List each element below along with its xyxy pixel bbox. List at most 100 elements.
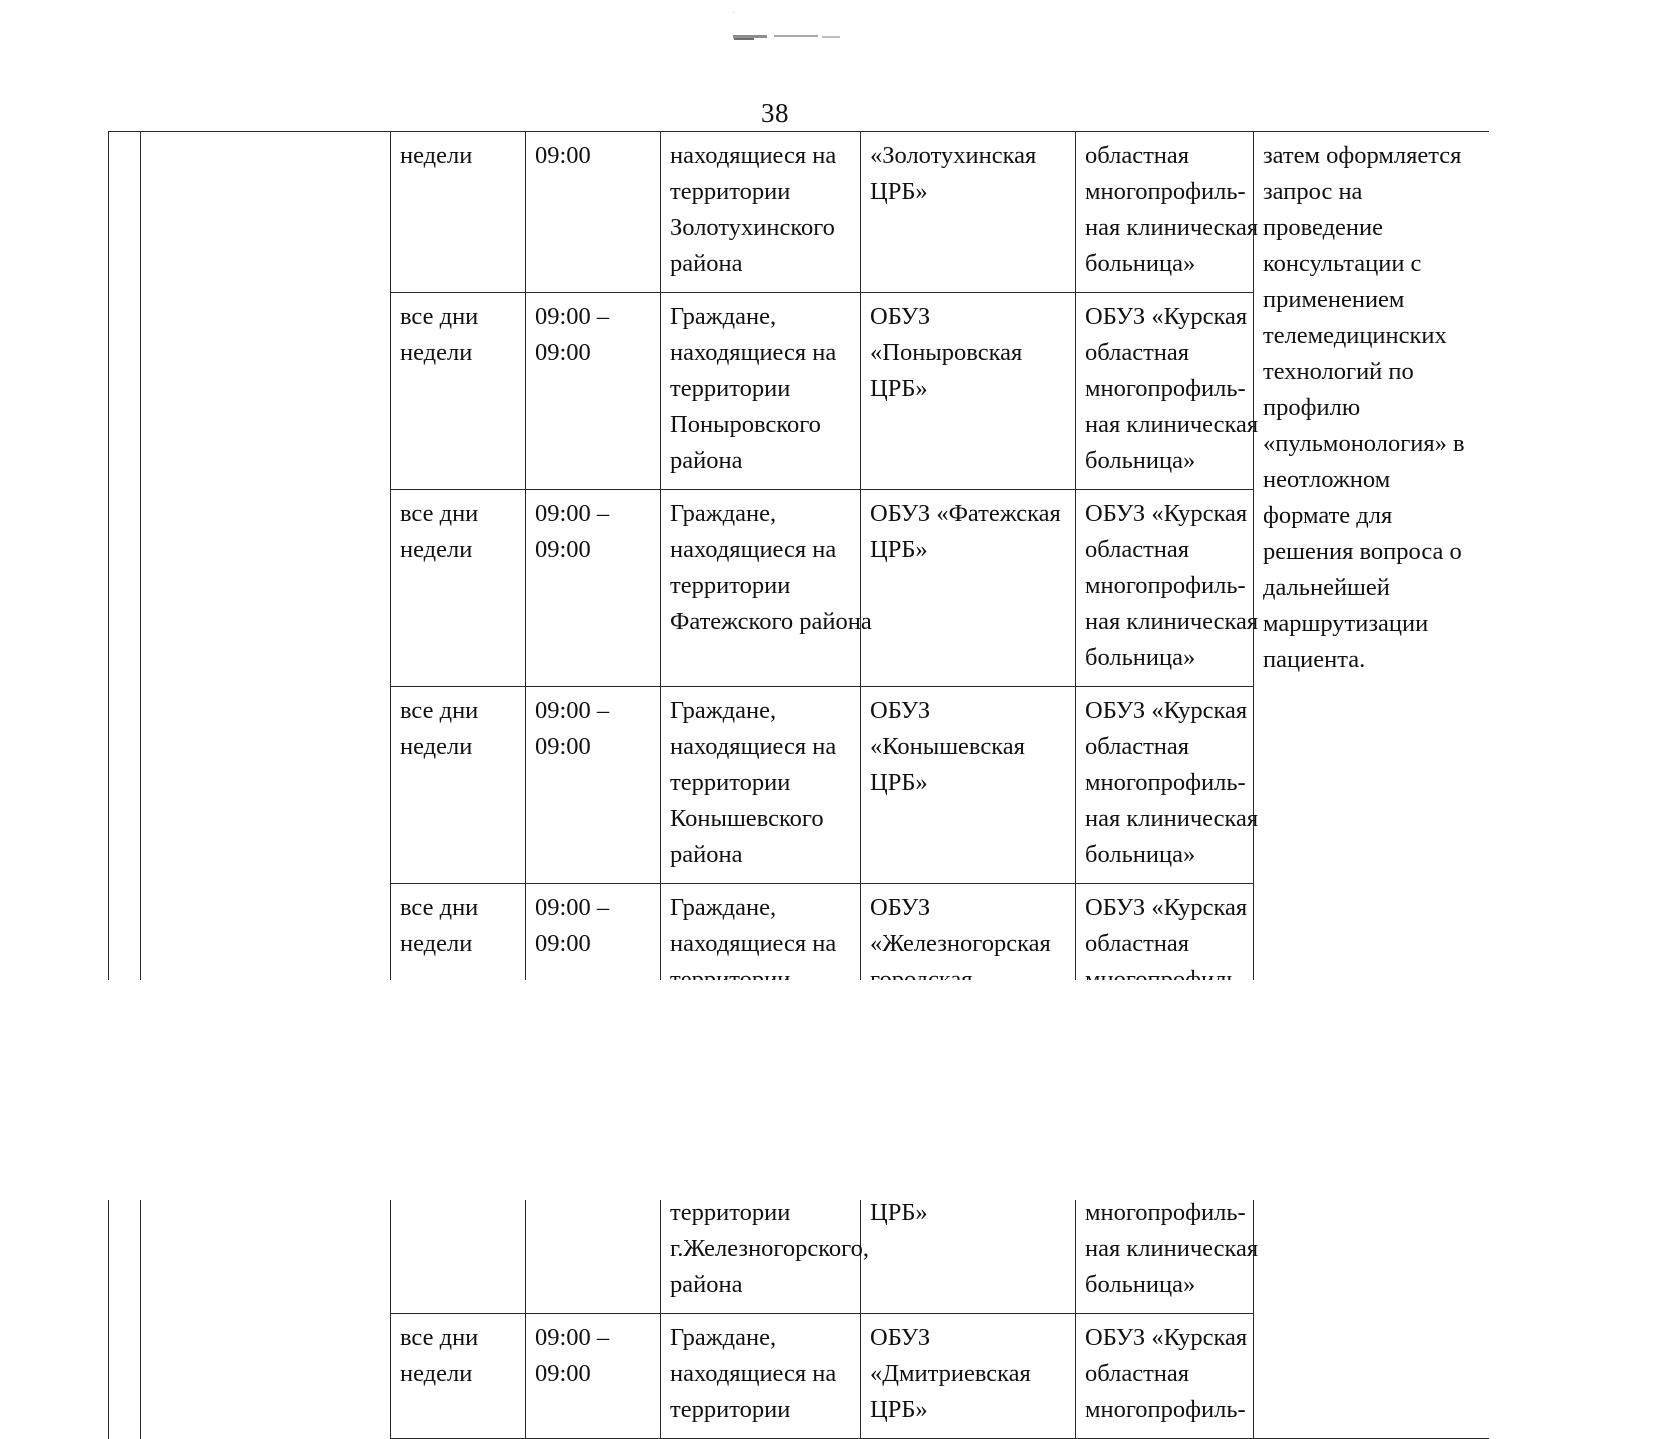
scan-smudge-icon (774, 35, 818, 37)
cell-line: ОБУЗ «Курская (1085, 1324, 1248, 1351)
cell-line: территории (670, 572, 791, 599)
cell-line: телемедицинских (1263, 322, 1447, 349)
spacer-column-left (108, 131, 141, 293)
cell-line: Фатежского района (670, 608, 872, 635)
cell-patient-group: Граждане, находящиеся на территории (660, 1313, 861, 1439)
cell-line: территории (670, 1396, 791, 1423)
cell-line: ная клиническая (1085, 805, 1259, 832)
spacer-column-left (108, 686, 141, 884)
cell-line: Граждане, (670, 1324, 777, 1351)
cell-days: недели (390, 131, 526, 293)
cell-consulting-organization: ОБУЗ «Курская областная многопрофиль- (1075, 1313, 1254, 1439)
cell-line: района (670, 841, 743, 868)
table-row: все дни недели 09:00 – 09:00 Граждане, находя… (108, 686, 1489, 884)
cell-time: 09:00 (525, 131, 661, 293)
cell-line: Золотухинского (670, 214, 835, 241)
table-row: все дни недели 09:00 – 09:00 Граждане, находя… (108, 489, 1489, 687)
cell-line: ЦРБ» (870, 178, 928, 205)
cell-line: Граждане, (670, 894, 777, 921)
cell-line: ная клиническая (1085, 608, 1259, 635)
cell-line: многопрофиль- (1085, 769, 1246, 796)
cell-line: территории (670, 1199, 791, 1226)
cell-line: г.Железногорского, (670, 1235, 869, 1262)
cell-consulting-organization: областная многопрофиль-ная клиническая бол… (1075, 131, 1259, 293)
cell-line: недели (400, 339, 473, 366)
cell-consulting-organization: ОБУЗ «Курская областная многопрофиль-ная к… (1075, 292, 1259, 490)
cell-days: все дни недели (390, 292, 526, 490)
cell-line: территории (670, 178, 791, 205)
cell-line: «Дмитриевская (870, 1360, 1031, 1387)
spacer-column-left (108, 489, 141, 687)
table-row: недели 09:00 находящиеся на территории Золот… (108, 131, 1489, 1439)
cell-line: ОБУЗ (870, 894, 931, 921)
schedule-table-body: недели 09:00 находящиеся на территории Золот… (108, 131, 1489, 1439)
cell-referring-organization: «Золотухинская ЦРБ» (860, 131, 1076, 293)
cell-line: ОБУЗ (870, 303, 931, 330)
cell-line: 09:00 (535, 1360, 591, 1387)
page-number: 38 (761, 98, 789, 128)
cell-referring-organization: ОБУЗ «Фатежская ЦРБ» (860, 489, 1076, 687)
cell-line: ОБУЗ «Курская (1085, 500, 1248, 527)
cell-line: недели (400, 536, 473, 563)
cell-line: все дни (400, 894, 479, 921)
cell-procedure-note: затем оформляется запрос на проведение конс… (1253, 131, 1489, 1439)
cell-line: находящиеся на (670, 536, 837, 563)
cell-line: 09:00 (535, 930, 591, 957)
spacer-column-wide (140, 292, 391, 490)
spacer-column-wide (140, 686, 391, 884)
page-bottom-clip (0, 980, 1675, 1200)
cell-line: пациента. (1263, 646, 1366, 673)
cell-line: недели (400, 1360, 473, 1387)
cell-line: областная (1085, 536, 1190, 563)
cell-line: ная клиническая (1085, 411, 1259, 438)
spacer-column-wide (140, 131, 391, 293)
cell-line: ОБУЗ «Курская (1085, 894, 1248, 921)
cell-line: недели (400, 733, 473, 760)
cell-line: все дни (400, 500, 479, 527)
cell-line: все дни (400, 303, 479, 330)
cell-line: ная клиническая (1085, 214, 1259, 241)
cell-line: ЦРБ» (870, 375, 928, 402)
cell-line: 09:00 – (535, 697, 610, 724)
cell-line: ОБУЗ «Фатежская (870, 500, 1061, 527)
cell-line: многопрофиль- (1085, 375, 1246, 402)
cell-line: 09:00 (535, 536, 591, 563)
cell-line: неотложном (1263, 466, 1391, 493)
cell-line: находящиеся на (670, 930, 837, 957)
cell-referring-organization: ОБУЗ «Дмитриевская ЦРБ» (860, 1313, 1076, 1439)
spacer-column-wide (140, 489, 391, 687)
schedule-table: недели 09:00 находящиеся на территории Золот… (108, 131, 1489, 1439)
cell-line: ЦРБ» (870, 1396, 928, 1423)
cell-line: «Железногорская (870, 930, 1051, 957)
cell-days: все дни недели (390, 489, 526, 687)
scan-smudge-icon (822, 36, 840, 38)
cell-line: территории (670, 375, 791, 402)
cell-line: все дни (400, 697, 479, 724)
cell-time: 09:00 – 09:00 (525, 1313, 661, 1439)
cell-line: ная клиническая (1085, 1235, 1259, 1262)
cell-line: решения вопроса о (1263, 538, 1462, 565)
cell-line: находящиеся на (670, 339, 837, 366)
spacer-column-left (108, 292, 141, 490)
scan-smudge-icon (733, 35, 767, 38)
cell-line: многопрофиль- (1085, 1199, 1246, 1226)
cell-line: ОБУЗ «Курская (1085, 697, 1248, 724)
cell-line: «Конышевская (870, 733, 1025, 760)
document-page: { "page": { "number": "38", "language": … (0, 12, 1675, 1439)
cell-line: все дни (400, 1324, 479, 1351)
cell-referring-organization: ОБУЗ «Конышевская ЦРБ» (860, 686, 1076, 884)
cell-line: территории (670, 769, 791, 796)
cell-line: ЦРБ» (870, 536, 928, 563)
cell-line: областная (1085, 930, 1190, 957)
cell-line: 09:00 – (535, 500, 610, 527)
cell-line: проведение (1263, 214, 1384, 241)
cell-time: 09:00 – 09:00 (525, 292, 661, 490)
cell-days: все дни недели (390, 1313, 526, 1439)
cell-line: формате для (1263, 502, 1393, 529)
cell-line: Граждане, (670, 697, 777, 724)
cell-line: находящиеся на (670, 733, 837, 760)
cell-patient-group: Граждане, находящиеся на территории Фатежск… (660, 489, 872, 687)
cell-patient-group: находящиеся на территории Золотухинского ра… (660, 131, 861, 293)
cell-line: областная (1085, 733, 1190, 760)
cell-line: областная (1085, 339, 1190, 366)
